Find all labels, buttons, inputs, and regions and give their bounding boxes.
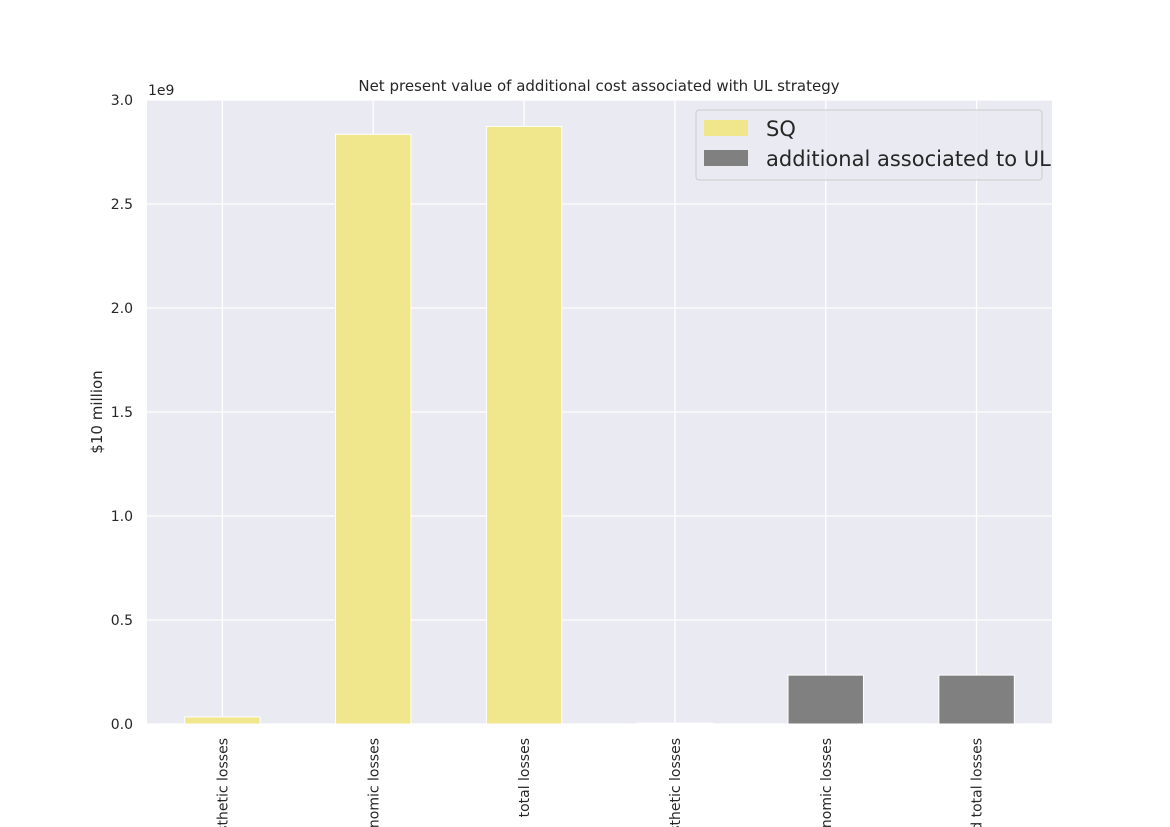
y-tick-label: 2.0: [111, 301, 133, 317]
y-tick-label: 3.0: [111, 93, 133, 109]
legend-swatch-0: [704, 120, 748, 136]
bar-1-4: [787, 674, 864, 725]
legend-swatch-1: [704, 150, 748, 166]
y-tick-label: 1.0: [111, 509, 133, 525]
bar-0-1: [335, 133, 412, 725]
x-tick-labels: sthetic losses nomic losses total losses st…: [215, 738, 985, 827]
x-tick-label: d total losses: [970, 738, 986, 827]
y-tick-labels: 0.0 0.5 1.0 1.5 2.0 2.5 3.0: [111, 93, 133, 733]
y-tick-label: 0.0: [111, 717, 133, 733]
legend-box: [695, 109, 1043, 181]
y-offset-label: 1e9: [148, 83, 174, 99]
y-tick-label: 1.5: [111, 405, 133, 421]
bar-1-5: [938, 674, 1015, 725]
bar-1-3: [636, 722, 714, 725]
y-axis-label: $10 million: [88, 370, 106, 453]
legend-label-1: additional associated to UL: [766, 147, 1051, 171]
x-tick-label: nomic losses: [819, 738, 835, 827]
chart-title: Net present value of additional cost ass…: [358, 77, 839, 95]
x-tick-label: sthetic losses: [215, 738, 231, 827]
x-tick-label: nomic losses: [366, 738, 382, 827]
x-tick-label: sthetic losses: [668, 738, 684, 827]
x-tick-label: total losses: [517, 738, 533, 817]
bars: [184, 125, 1015, 725]
y-tick-label: 2.5: [111, 197, 133, 213]
bar-0-0: [184, 716, 261, 725]
legend-label-0: SQ: [766, 117, 796, 141]
y-tick-label: 0.5: [111, 613, 133, 629]
bar-0-2: [485, 125, 563, 725]
legend: SQ additional associated to UL: [695, 109, 1051, 181]
